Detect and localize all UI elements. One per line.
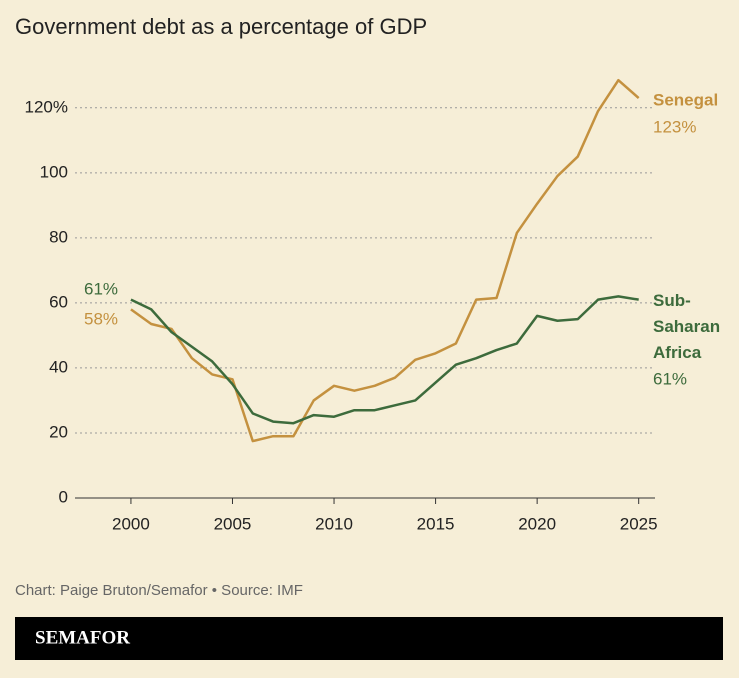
x-tick-label: 2005 xyxy=(214,514,252,533)
y-tick-label: 0 xyxy=(59,487,68,506)
brand-bar xyxy=(15,617,723,660)
source: Chart: Paige Bruton/Semafor • Source: IM… xyxy=(15,582,303,599)
y-tick-label: 120% xyxy=(25,97,68,116)
y-tick-label: 80 xyxy=(49,227,68,246)
series-line xyxy=(130,295,639,425)
brand: SEMAFOR xyxy=(35,627,130,648)
x-tick-label: 2015 xyxy=(417,514,455,533)
y-tick-label: 40 xyxy=(49,357,68,376)
x-tick-label: 2010 xyxy=(315,514,353,533)
chart-title: Government debt as a percentage of GDP xyxy=(15,14,427,39)
end-label: 61% xyxy=(653,369,687,388)
y-tick-label: 20 xyxy=(49,422,68,441)
x-tick-label: 2000 xyxy=(112,514,150,533)
start-label: 58% xyxy=(84,309,118,328)
y-tick-label: 100 xyxy=(40,162,68,181)
start-label: 61% xyxy=(84,279,118,298)
x-tick-label: 2025 xyxy=(620,514,658,533)
x-tick-label: 2020 xyxy=(518,514,556,533)
series-label: Senegal xyxy=(653,90,718,109)
y-tick-label: 60 xyxy=(49,292,68,311)
end-label: 123% xyxy=(653,117,696,136)
series-line xyxy=(130,78,640,443)
series-label: Sub-Saharan Africa xyxy=(653,291,721,362)
